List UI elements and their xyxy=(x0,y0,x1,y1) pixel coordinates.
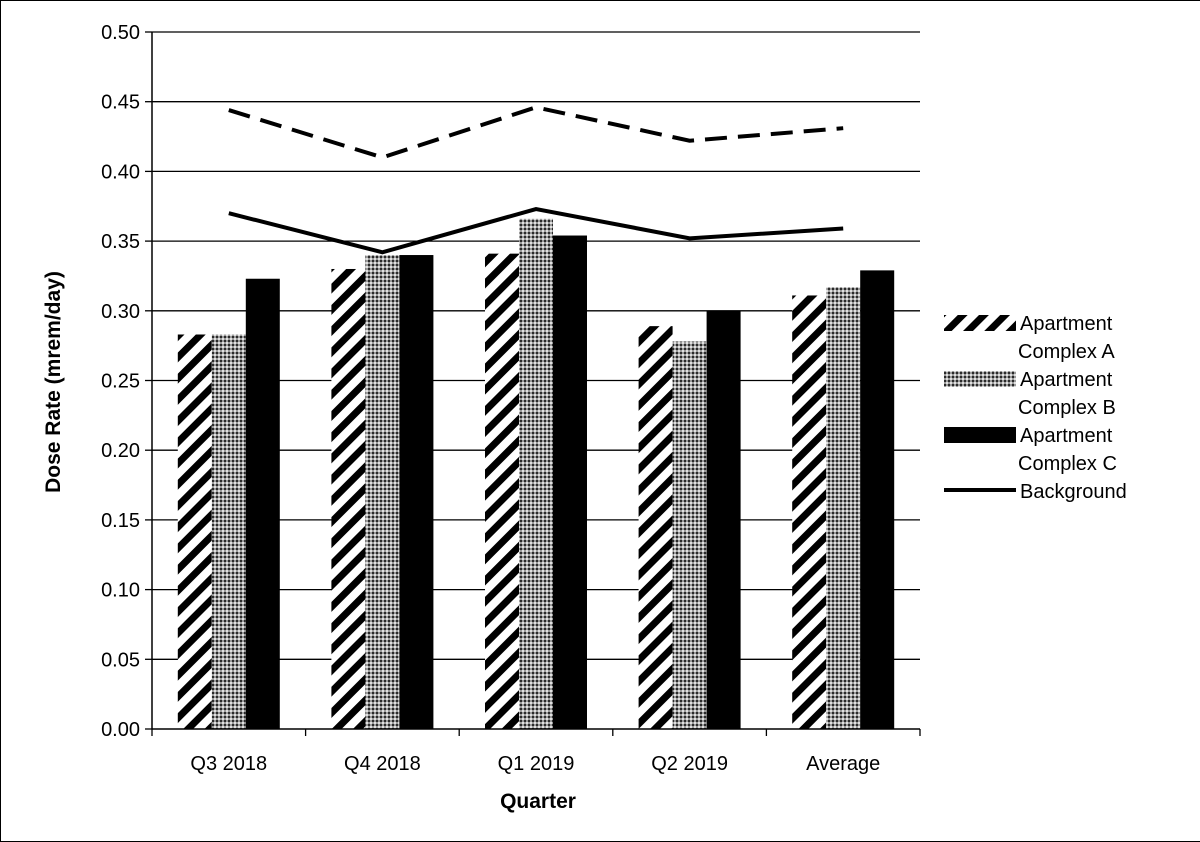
axes xyxy=(151,32,920,730)
bar-apartment-complex-c-2 xyxy=(553,235,587,730)
dashed-series-line xyxy=(228,105,844,160)
bar-apartment-complex-b-0 xyxy=(211,334,246,729)
legend-line-6: Complex C xyxy=(1018,453,1117,475)
legend-swatch-complex-b xyxy=(944,371,1016,387)
x-tick-label: Q3 2018 xyxy=(190,753,267,775)
y-tick-label: 0.30 xyxy=(101,301,140,323)
y-tick-labels: 0.00 0.05 0.10 0.15 0.20 0.25 0.30 0.35 0.40 0.45… xyxy=(101,22,140,741)
legend-swatch-complex-c xyxy=(944,427,1016,443)
bar-apartment-complex-c-4 xyxy=(860,270,895,729)
y-tick-label: 0.40 xyxy=(101,161,140,183)
bar-apartment-complex-a-1 xyxy=(331,268,366,729)
x-tick-label: Q1 2019 xyxy=(498,753,575,775)
legend-line-7: Background xyxy=(1020,481,1127,503)
bar-apartment-complex-c-0 xyxy=(245,278,280,729)
y-axis-title: Dose Rate (mrem/day) xyxy=(42,271,65,493)
y-tick-label: 0.45 xyxy=(101,92,140,114)
bar-apartment-complex-a-2 xyxy=(485,253,519,729)
line-group xyxy=(228,105,844,255)
bar-apartment-complex-b-1 xyxy=(365,255,400,730)
bar-apartment-complex-a-0 xyxy=(177,334,212,729)
bar-apartment-complex-b-4 xyxy=(826,287,861,729)
y-tick-label: 0.15 xyxy=(101,510,140,532)
bar-apartment-complex-a-3 xyxy=(638,326,673,729)
x-tick-labels: Q3 2018 Q4 2018 Q1 2019 Q2 2019 Average xyxy=(151,729,921,775)
legend-line-1: Apartment xyxy=(1020,313,1113,335)
bar-apartment-complex-b-3 xyxy=(672,341,707,729)
bar-apartment-complex-a-4 xyxy=(792,295,827,729)
bar-apartment-complex-b-2 xyxy=(519,218,553,729)
y-tick-label: 0.10 xyxy=(101,580,140,602)
x-tick-label: Average xyxy=(806,753,880,775)
bar-apartment-complex-c-3 xyxy=(706,310,741,729)
y-tick-label: 0.00 xyxy=(101,719,140,741)
legend-line-4: Complex B xyxy=(1018,397,1116,419)
legend-line-5: Apartment xyxy=(1020,425,1113,447)
y-tick-label: 0.35 xyxy=(101,231,140,253)
y-tick-label: 0.50 xyxy=(101,22,140,44)
y-tick-label: 0.05 xyxy=(101,649,140,671)
x-tick-label: Q2 2019 xyxy=(651,753,728,775)
x-tick-label: Q4 2018 xyxy=(344,753,421,775)
legend: Apartment Complex A Apartment Complex B … xyxy=(944,313,1127,503)
legend-line-2: Complex A xyxy=(1018,341,1115,363)
background-series-line xyxy=(228,206,844,255)
legend-line-3: Apartment xyxy=(1020,369,1113,391)
y-tick-label: 0.20 xyxy=(101,440,140,462)
bar-group xyxy=(177,218,895,730)
y-tick-label: 0.25 xyxy=(101,371,140,393)
legend-swatch-complex-a xyxy=(944,315,1016,331)
x-axis-title: Quarter xyxy=(500,790,576,813)
bar-apartment-complex-c-1 xyxy=(399,255,434,730)
